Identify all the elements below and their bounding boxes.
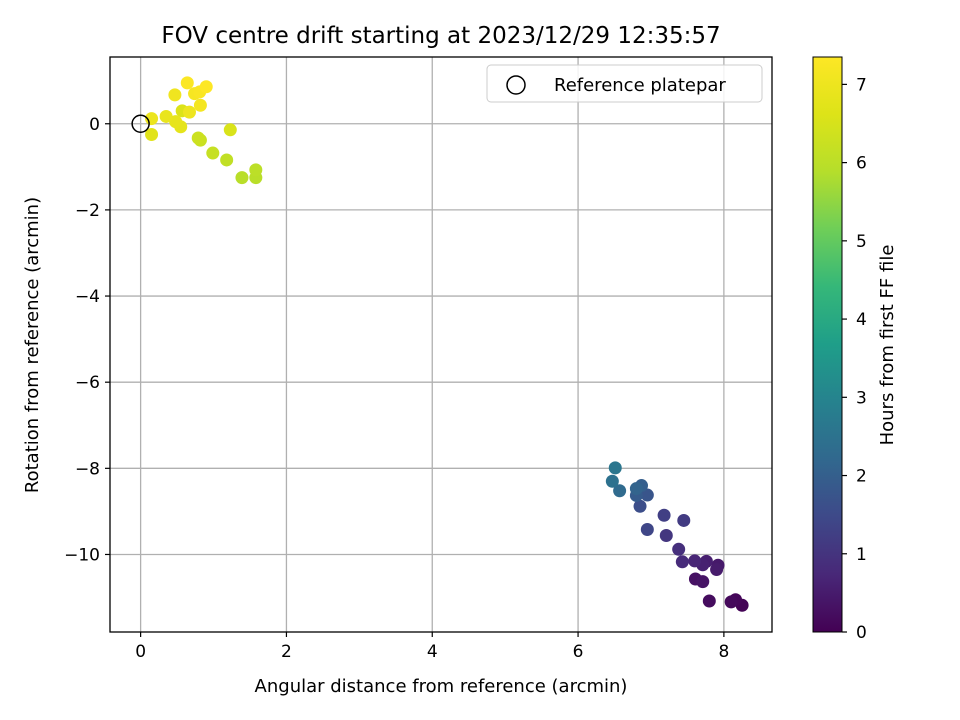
scatter-point: [223, 123, 237, 137]
reference-platepar-marker: [131, 114, 150, 134]
scatter-point: [677, 513, 691, 527]
y-axis-ticks: 0 −2 −4 −6 −8 −10: [64, 115, 110, 565]
colorbar-tick-label: 4: [856, 310, 867, 330]
plot-frame: [109, 56, 773, 633]
scatter-point: [206, 146, 220, 160]
scatter-point: [675, 555, 689, 569]
y-tick-label: −10: [64, 545, 100, 565]
x-tick-label: 0: [135, 642, 146, 662]
colorbar-tick-label: 1: [856, 545, 867, 565]
scatter-point: [180, 76, 194, 90]
colorbar-ticks: 0 1 2 3 4 5 6 7: [842, 75, 867, 643]
scatter-point: [182, 105, 196, 119]
colorbar-tick-label: 0: [856, 623, 867, 643]
scatter-point: [724, 595, 738, 609]
scatter-point: [633, 499, 647, 513]
legend-box: [486, 64, 763, 103]
y-tick-label: 0: [89, 115, 100, 135]
x-axis-ticks: 0 2 4 6 8: [135, 632, 729, 662]
scatter-point: [696, 575, 710, 589]
scatter-point: [220, 153, 234, 167]
colorbar-label: Hours from first FF file: [877, 245, 898, 446]
scatter-point: [235, 171, 249, 185]
colorbar-tick-label: 6: [856, 154, 867, 174]
legend: Reference platepar: [486, 64, 763, 103]
y-tick-label: −4: [75, 287, 100, 307]
scatter-point: [613, 484, 627, 498]
grid-lines: [110, 57, 772, 632]
x-tick-label: 4: [427, 642, 438, 662]
y-tick-label: −8: [75, 459, 100, 479]
scatter-point: [657, 508, 671, 522]
colorbar-tick-label: 7: [856, 75, 867, 95]
scatter-point: [659, 529, 673, 543]
scatter-point: [249, 163, 263, 177]
scatter-point: [688, 554, 702, 568]
legend-reference-marker: [506, 75, 526, 95]
scatter-point: [191, 131, 205, 145]
scatter-point: [640, 522, 654, 536]
scatter-point: [159, 109, 173, 123]
scatter-point: [672, 542, 686, 556]
colorbar-tick-label: 5: [856, 232, 867, 252]
scatter-point: [169, 115, 183, 129]
scatter-point: [168, 88, 182, 102]
colorbar: [812, 56, 843, 633]
y-tick-label: −6: [75, 373, 100, 393]
x-axis-label: Angular distance from reference (arcmin): [255, 676, 628, 697]
data-points: [145, 76, 749, 612]
chart-title: FOV centre drift starting at 2023/12/29 …: [161, 23, 720, 49]
legend-entry-reference-platepar: Reference platepar: [554, 75, 726, 96]
scatter-point: [640, 488, 654, 502]
x-tick-label: 2: [281, 642, 292, 662]
scatter-point: [605, 474, 619, 488]
colorbar-tick-label: 2: [856, 467, 867, 487]
colorbar-tick-label: 3: [856, 388, 867, 408]
scatter-point: [629, 482, 643, 496]
scatter-point: [702, 594, 716, 608]
scatter-point: [608, 461, 622, 475]
y-axis-label: Rotation from reference (arcmin): [22, 197, 43, 493]
scatter-point: [193, 98, 207, 112]
scatter-point: [145, 128, 159, 142]
scatter-point: [199, 80, 213, 94]
scatter-point: [710, 563, 724, 577]
y-tick-label: −2: [75, 201, 100, 221]
x-tick-label: 6: [573, 642, 584, 662]
x-tick-label: 8: [718, 642, 729, 662]
